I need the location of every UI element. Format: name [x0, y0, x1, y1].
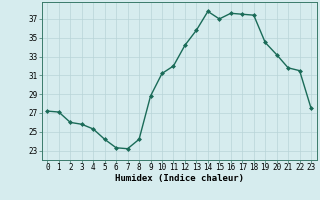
- X-axis label: Humidex (Indice chaleur): Humidex (Indice chaleur): [115, 174, 244, 183]
